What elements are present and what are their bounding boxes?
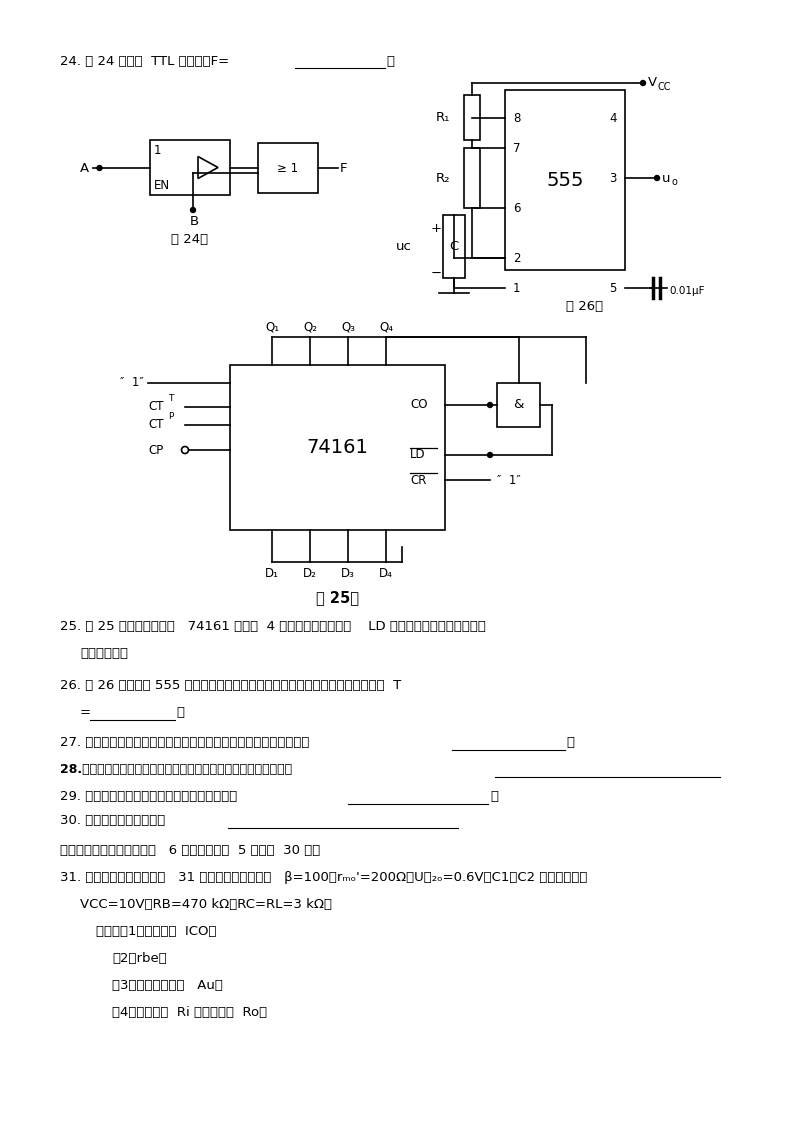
Bar bbox=[505, 90, 625, 270]
Text: T: T bbox=[168, 394, 174, 403]
Text: LD: LD bbox=[410, 449, 426, 461]
Circle shape bbox=[641, 80, 646, 85]
Text: V: V bbox=[648, 77, 657, 90]
Text: 30. 晶闸管控制极的作用是: 30. 晶闸管控制极的作用是 bbox=[60, 813, 166, 827]
Text: 0.01μF: 0.01μF bbox=[669, 286, 705, 296]
Bar bbox=[497, 383, 540, 427]
Text: ″  1″: ″ 1″ bbox=[497, 474, 521, 486]
Text: （4）输入电阻  Ri 和输出电阻  Ro。: （4）输入电阻 Ri 和输出电阻 Ro。 bbox=[112, 1006, 267, 1019]
Text: Q₃: Q₃ bbox=[341, 321, 355, 334]
Text: 1: 1 bbox=[513, 281, 521, 295]
Text: 6: 6 bbox=[513, 202, 521, 214]
Text: Q₁: Q₁ bbox=[265, 321, 279, 334]
Text: CT: CT bbox=[148, 418, 163, 432]
Text: CC: CC bbox=[657, 82, 670, 92]
Text: 7: 7 bbox=[513, 142, 521, 154]
Text: 1: 1 bbox=[154, 144, 162, 157]
Text: 29. 晶闸管直流斩波器的换流方式有负载换流及: 29. 晶闸管直流斩波器的换流方式有负载换流及 bbox=[60, 790, 238, 803]
Text: 题 26图: 题 26图 bbox=[566, 300, 603, 313]
Text: 24. 题 24 图所示  TTL 电路中，F=: 24. 题 24 图所示 TTL 电路中，F= bbox=[60, 56, 229, 68]
Text: CP: CP bbox=[148, 443, 163, 457]
Text: 。: 。 bbox=[176, 706, 184, 719]
Text: 2: 2 bbox=[513, 252, 521, 264]
Text: ≥ 1: ≥ 1 bbox=[278, 162, 298, 174]
Text: 。: 。 bbox=[490, 790, 498, 803]
Text: 。: 。 bbox=[386, 56, 394, 68]
Text: 8: 8 bbox=[513, 111, 520, 125]
Text: 555: 555 bbox=[546, 170, 584, 189]
Text: 3: 3 bbox=[610, 171, 617, 185]
Text: ″  1″: ″ 1″ bbox=[120, 376, 144, 390]
Text: 三、分析计算题（本大题共   6 小题，每小题  5 分，共  30 分）: 三、分析计算题（本大题共 6 小题，每小题 5 分，共 30 分） bbox=[60, 844, 320, 857]
Text: =: = bbox=[80, 706, 95, 719]
Bar bbox=[464, 95, 480, 140]
Text: D₄: D₄ bbox=[379, 566, 393, 580]
Text: +: + bbox=[431, 222, 442, 236]
Text: R₁: R₁ bbox=[436, 111, 450, 123]
Text: （3）电压放大倍数   Au；: （3）电压放大倍数 Au； bbox=[112, 979, 223, 993]
Text: 5: 5 bbox=[610, 281, 617, 295]
Text: o: o bbox=[671, 177, 677, 187]
Bar bbox=[150, 140, 230, 195]
Text: 28.将直流点变换为频率。电压可调的交流电称为逆变。无源逆变是: 28.将直流点变换为频率。电压可调的交流电称为逆变。无源逆变是 bbox=[60, 763, 292, 776]
Text: 27. 将固定电压的直流电源变换成大小可调的直流电源的变换器称为: 27. 将固定电压的直流电源变换成大小可调的直流电源的变换器称为 bbox=[60, 736, 310, 749]
Circle shape bbox=[654, 176, 659, 180]
Text: 试求：（1）静态电流  ICO；: 试求：（1）静态电流 ICO； bbox=[96, 925, 217, 938]
Text: 26. 题 26 图所示用 555 定时器构成的多谐振荡器，其振荡周期的近似计算公式为  T: 26. 题 26 图所示用 555 定时器构成的多谐振荡器，其振荡周期的近似计算… bbox=[60, 679, 402, 692]
Text: Q₂: Q₂ bbox=[303, 321, 317, 334]
Text: D₂: D₂ bbox=[303, 566, 317, 580]
Text: 31. 基本共射放大电路如题   31 图所示。设三极管的   β=100，rₘₒ'=200Ω，U⸇₂ₒ=0.6V，C1、C2 足够大。又知: 31. 基本共射放大电路如题 31 图所示。设三极管的 β=100，rₘₒ'=2… bbox=[60, 871, 587, 884]
Polygon shape bbox=[198, 156, 218, 179]
Text: CT: CT bbox=[148, 400, 163, 414]
Bar bbox=[230, 365, 445, 530]
Text: &: & bbox=[514, 399, 524, 411]
Text: 题 24图: 题 24图 bbox=[171, 233, 209, 246]
Text: CR: CR bbox=[410, 474, 426, 486]
Text: P: P bbox=[168, 412, 174, 421]
Text: 25. 题 25 图所示电路中，   74161 为同步  4 位二进制加计数器，    LD 为同步置数端，则该电路为: 25. 题 25 图所示电路中， 74161 为同步 4 位二进制加计数器， L… bbox=[60, 620, 486, 633]
Text: 题 25图: 题 25图 bbox=[315, 590, 358, 605]
Bar bbox=[258, 143, 318, 193]
Text: 进制计数器。: 进制计数器。 bbox=[80, 647, 128, 661]
Text: 4: 4 bbox=[610, 111, 617, 125]
Bar bbox=[464, 148, 480, 208]
Circle shape bbox=[487, 402, 493, 408]
Text: 74161: 74161 bbox=[306, 438, 369, 457]
Text: Q₄: Q₄ bbox=[379, 321, 393, 334]
Text: 。: 。 bbox=[566, 736, 574, 749]
Text: VCC=10V，RB=470 kΩ，RC=RL=3 kΩ。: VCC=10V，RB=470 kΩ，RC=RL=3 kΩ。 bbox=[80, 898, 332, 911]
Bar bbox=[443, 215, 465, 278]
Text: −: − bbox=[431, 266, 442, 280]
Circle shape bbox=[190, 207, 195, 213]
Text: CO: CO bbox=[410, 399, 427, 411]
Text: B: B bbox=[190, 215, 199, 228]
Text: u: u bbox=[662, 171, 670, 185]
Text: （2）rbe；: （2）rbe； bbox=[112, 952, 166, 965]
Circle shape bbox=[487, 452, 493, 458]
Text: A: A bbox=[80, 162, 89, 174]
Text: D₃: D₃ bbox=[341, 566, 355, 580]
Text: F: F bbox=[340, 162, 347, 174]
Text: D₁: D₁ bbox=[265, 566, 279, 580]
Text: EN: EN bbox=[154, 179, 170, 191]
Text: R₂: R₂ bbox=[435, 171, 450, 185]
Text: C: C bbox=[450, 240, 458, 253]
Circle shape bbox=[97, 165, 102, 170]
Text: uᴄ: uᴄ bbox=[396, 240, 412, 253]
